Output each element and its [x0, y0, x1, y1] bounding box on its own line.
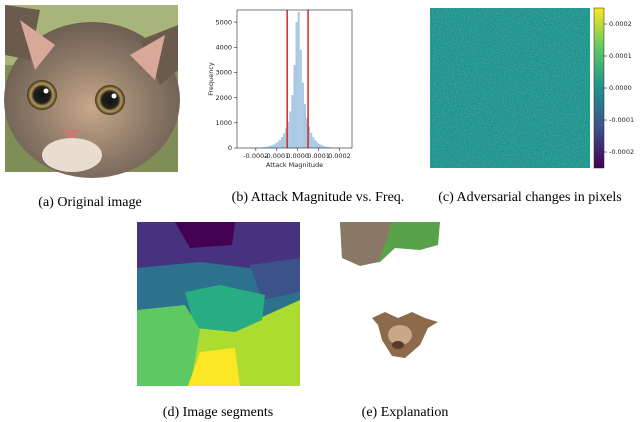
bar: [324, 146, 327, 148]
bar: [308, 126, 311, 148]
x-axis-label: Attack Magnitude: [266, 161, 323, 169]
bar: [283, 133, 286, 148]
x-tick-label: 0.0002: [328, 152, 351, 160]
bar: [291, 95, 294, 148]
y-tick-label: 3000: [215, 69, 232, 77]
caption: (a) Original image: [38, 195, 141, 210]
y-tick-label: 4000: [215, 43, 232, 51]
colorbar-tick-label: -0.0001: [609, 116, 634, 124]
x-tick-label: 0.0000: [286, 152, 309, 160]
bar: [312, 137, 315, 148]
bar: [301, 82, 304, 148]
y-axis-label: Frequency: [207, 62, 215, 96]
colorbar: [593, 7, 605, 169]
bar: [285, 128, 288, 148]
bar: [270, 145, 273, 148]
caption: (c) Adversarial changes in pixels: [438, 190, 622, 205]
x-tick-label: 0.0001: [307, 152, 330, 160]
bar: [266, 146, 269, 148]
colorbar-axis: 0.0002 0.0001 0.0000 -0.0001 -0.0002: [604, 20, 634, 156]
caption: (d) Image segments: [163, 405, 273, 420]
colorbar-tick-label: 0.0000: [609, 84, 632, 92]
colorbar-tick-label: 0.0001: [609, 52, 632, 60]
x-tick-label: -0.0002: [243, 152, 268, 160]
colorbar-tick-label: -0.0002: [609, 148, 634, 156]
bar: [297, 12, 300, 148]
bar: [295, 22, 298, 148]
bar: [320, 145, 323, 148]
y-tick-label: 2000: [215, 94, 232, 102]
bar: [314, 140, 317, 148]
axes-frame: [236, 9, 353, 149]
bar: [318, 143, 321, 148]
heatmap: [430, 7, 605, 169]
bar: [287, 121, 290, 148]
segments-image: [137, 222, 300, 386]
bar: [293, 64, 296, 148]
y-tick-label: 1000: [215, 119, 232, 127]
bar: [329, 147, 332, 148]
colorbar-tick-label: 0.0002: [609, 20, 632, 28]
bar: [322, 145, 325, 148]
caption: (b) Attack Magnitude vs. Freq.: [232, 190, 405, 205]
bar: [306, 117, 309, 148]
bar: [280, 137, 283, 148]
y-tick-label: 5000: [215, 18, 232, 26]
bar: [272, 144, 275, 148]
bar: [278, 139, 281, 148]
bar: [303, 103, 306, 148]
y-tick-label: 0: [228, 144, 232, 152]
x-tick-label: -0.0001: [264, 152, 289, 160]
bar: [276, 141, 279, 148]
bar: [326, 146, 329, 148]
bar: [274, 143, 277, 148]
bar: [310, 132, 313, 148]
bar: [264, 146, 267, 148]
bar: [299, 49, 302, 148]
original-image: [4, 5, 180, 178]
bar: [316, 142, 319, 148]
bar: [268, 146, 271, 148]
histogram: 010002000300040005000-0.0002-0.00010.000…: [207, 9, 353, 169]
explanation-image: [340, 222, 440, 358]
bar: [289, 111, 292, 148]
caption: (e) Explanation: [362, 405, 449, 420]
bar: [262, 147, 265, 148]
